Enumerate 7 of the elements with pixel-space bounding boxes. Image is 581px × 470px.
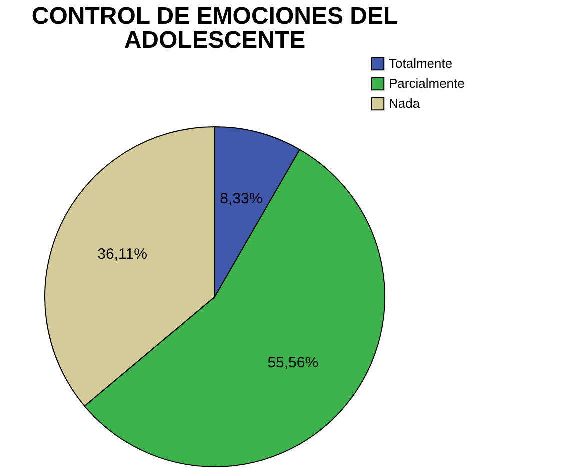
legend-label: Totalmente: [389, 56, 453, 71]
legend-label: Nada: [389, 96, 421, 111]
data-label: 55,56%: [268, 354, 319, 372]
data-label: 36,11%: [98, 246, 148, 263]
data-label: 8,33%: [220, 190, 263, 208]
legend-label: Parcialmente: [389, 76, 465, 91]
chart-title: CONTROL DE EMOCIONES DEL ADOLESCENTE: [32, 3, 398, 54]
